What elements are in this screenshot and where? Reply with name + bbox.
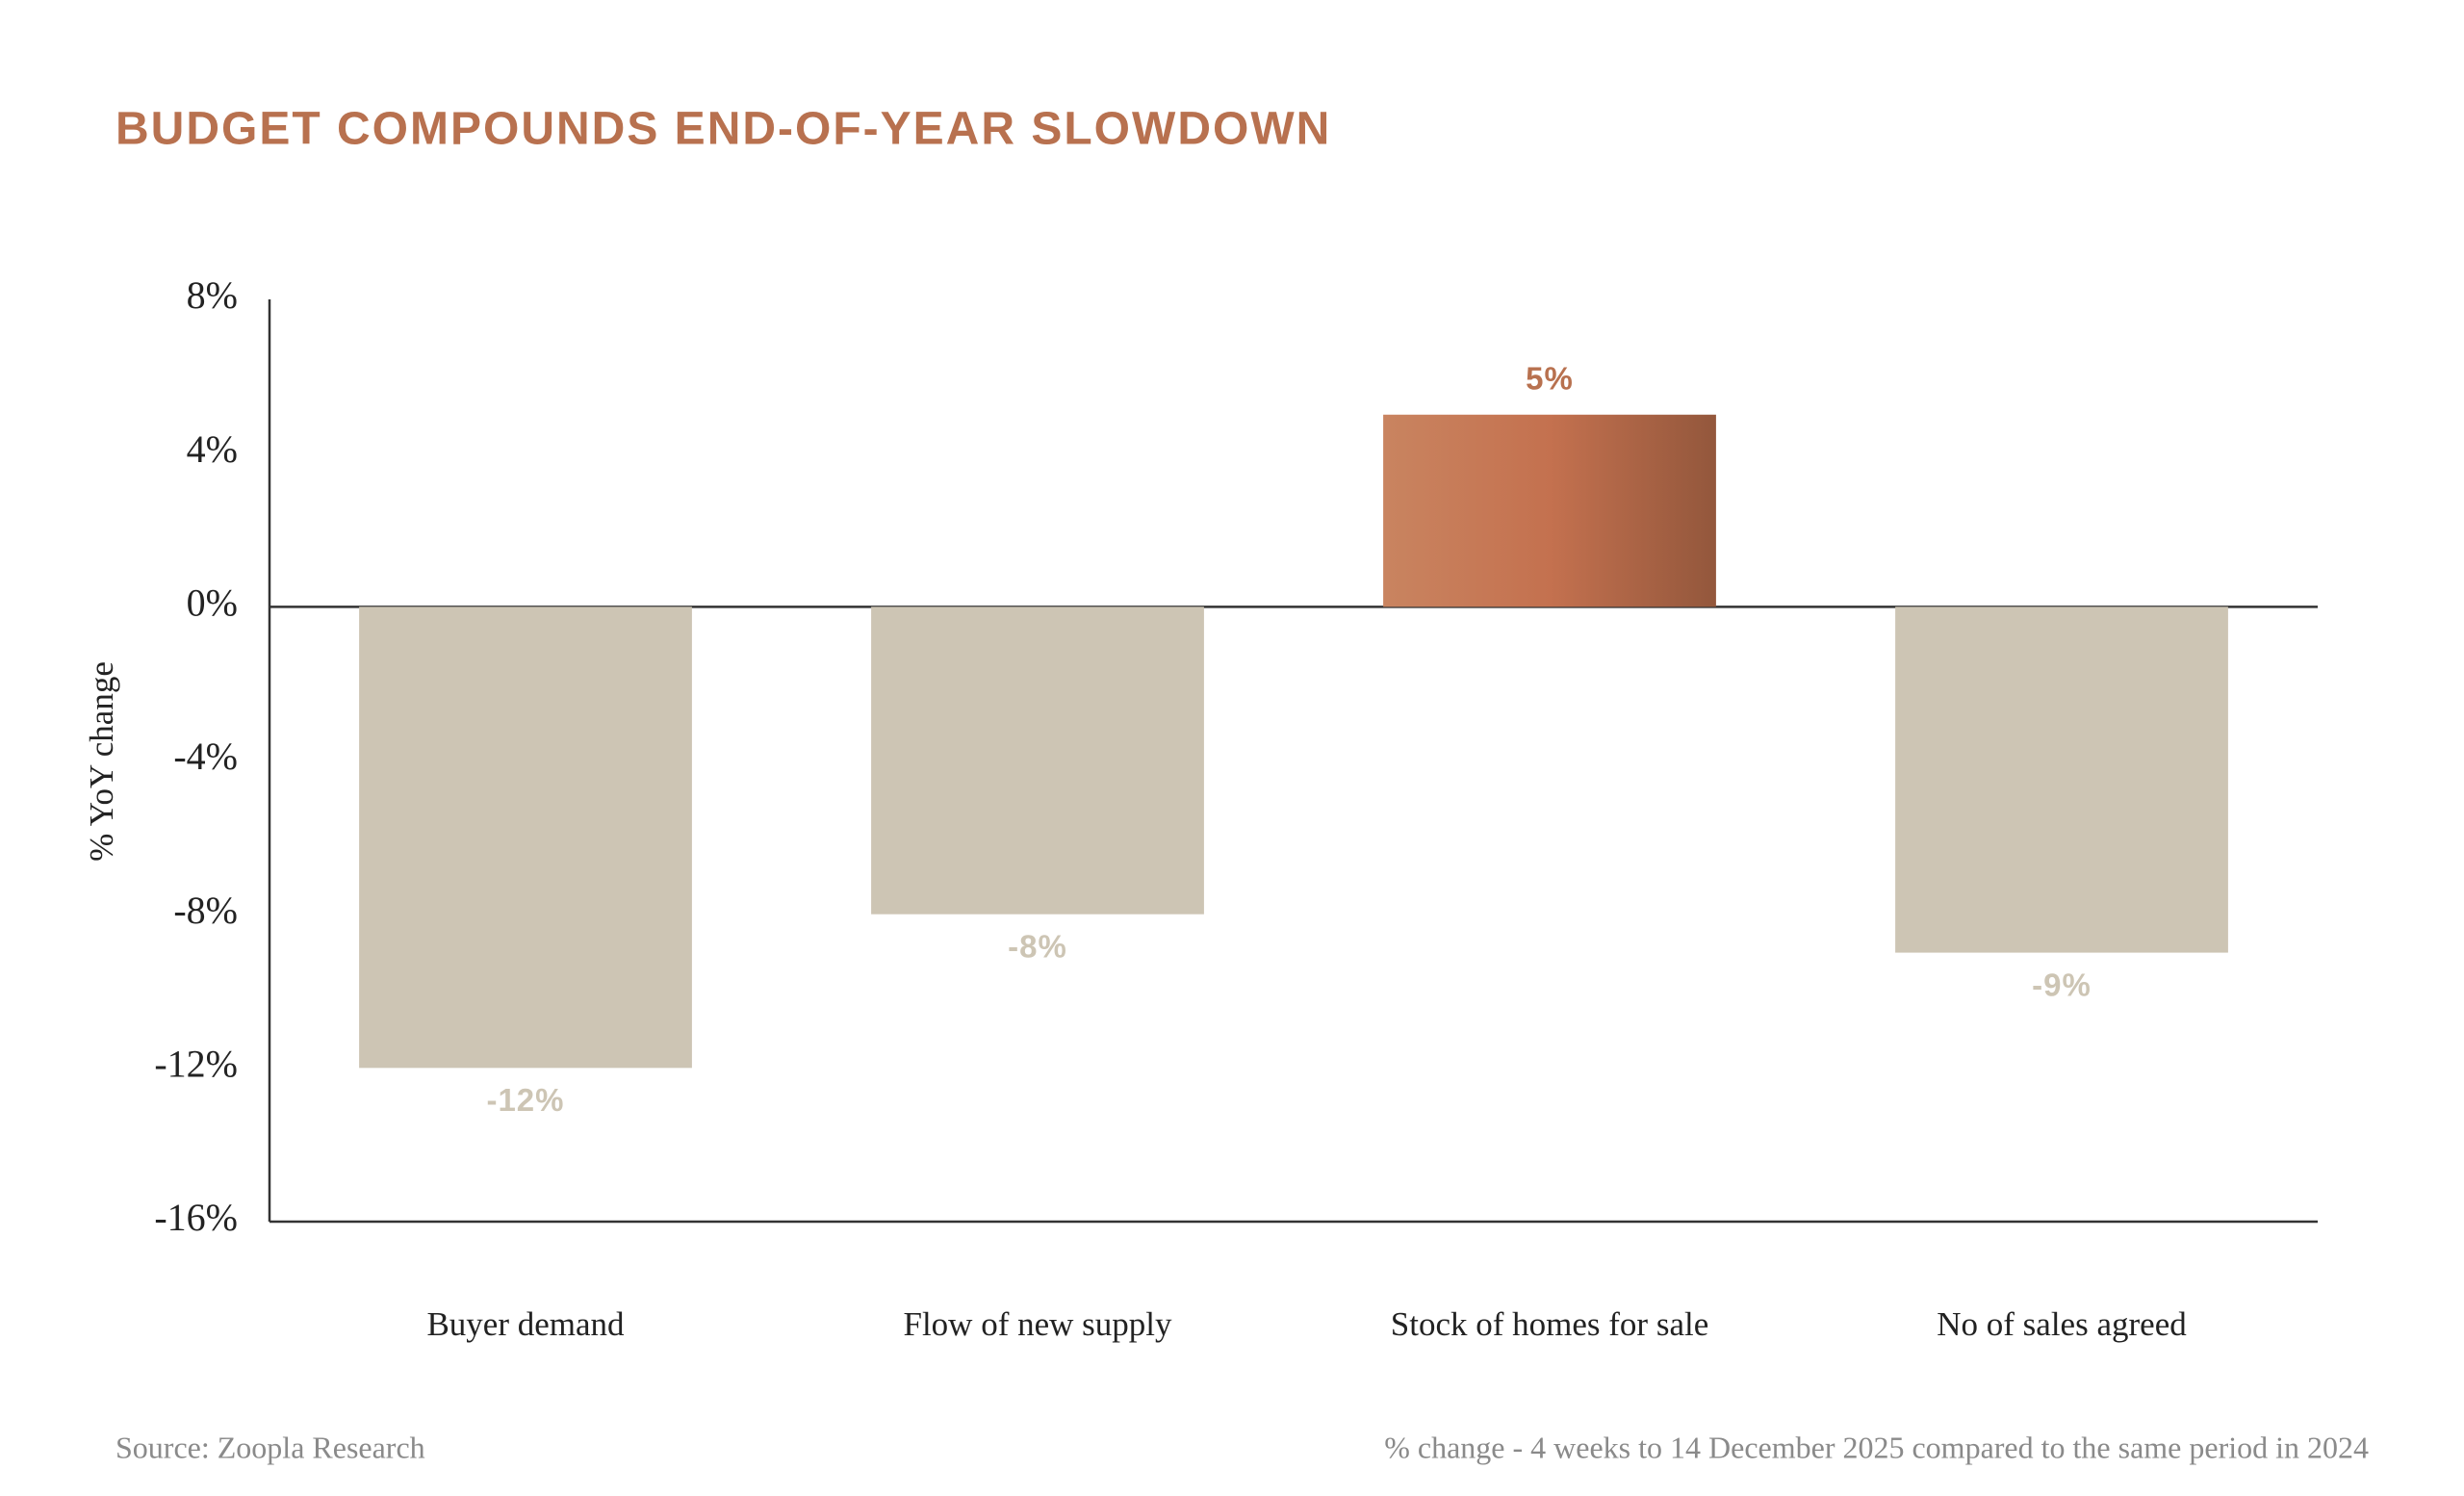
value-label: -12%	[486, 1082, 564, 1118]
value-label: -9%	[2032, 967, 2092, 1002]
x-tick-label: Stock of homes for sale	[1391, 1305, 1708, 1343]
x-tick-label: Flow of new supply	[903, 1305, 1172, 1343]
y-axis-label: % YoY change	[83, 661, 120, 862]
value-label: 5%	[1526, 360, 1574, 396]
value-label: -8%	[1008, 928, 1067, 964]
bar	[1895, 606, 2228, 953]
note: % change - 4 weeks to 14 December 2025 c…	[1384, 1430, 2369, 1464]
chart-title: BUDGET COMPOUNDS END-OF-YEAR SLOWDOWN	[116, 104, 1331, 155]
bar	[1383, 414, 1716, 607]
y-tick-label: -12%	[154, 1043, 238, 1086]
y-tick-label: -8%	[173, 889, 238, 932]
source: Source: Zoopla Research	[116, 1430, 425, 1464]
y-tick-label: 8%	[187, 273, 238, 317]
y-tick-label: 4%	[187, 427, 238, 471]
y-tick-label: -16%	[154, 1196, 238, 1239]
y-tick-label: -4%	[173, 735, 238, 778]
bar	[871, 606, 1204, 915]
bar	[359, 606, 692, 1069]
y-tick-label: 0%	[187, 581, 238, 625]
x-tick-label: No of sales agreed	[1937, 1305, 2187, 1343]
x-tick-label: Buyer demand	[426, 1305, 625, 1343]
